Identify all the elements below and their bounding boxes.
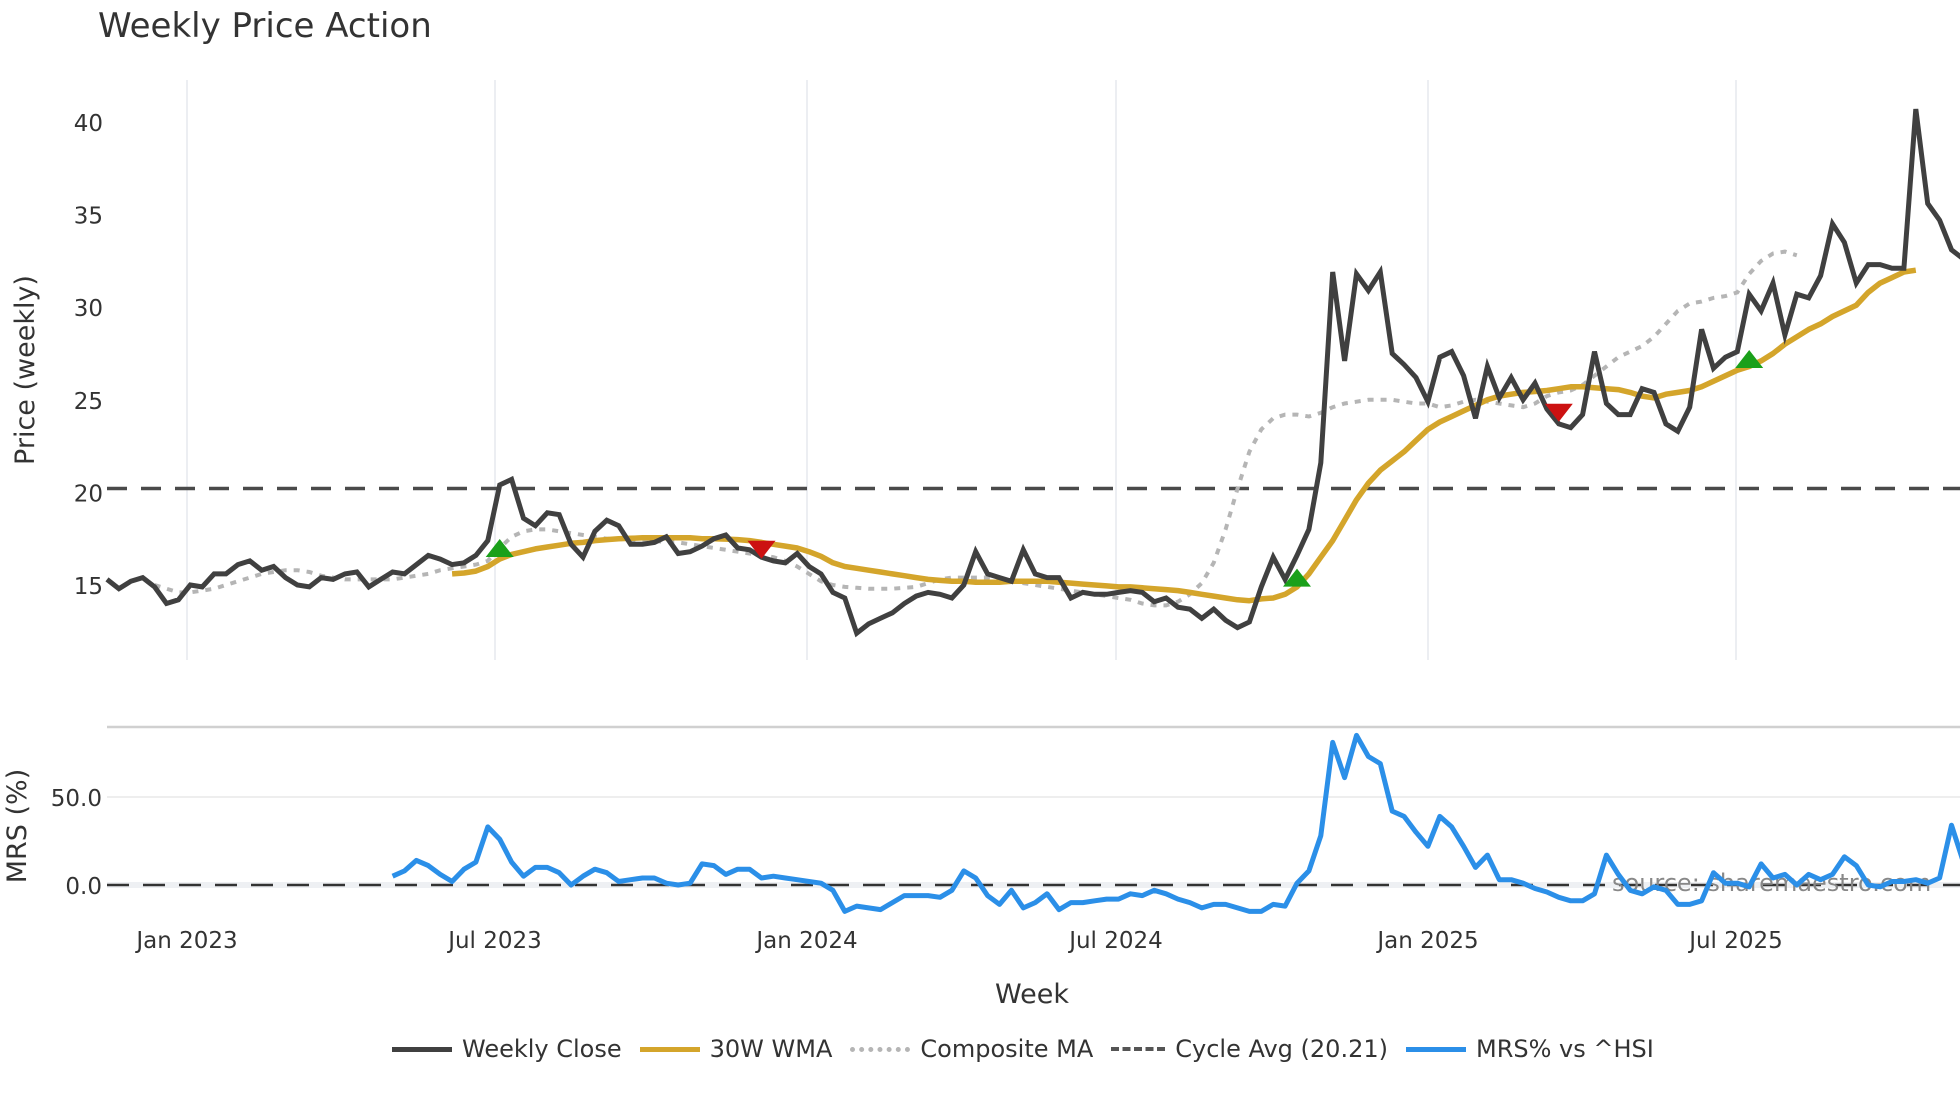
legend-item-mrs[interactable]: MRS% vs ^HSI <box>1405 1035 1654 1063</box>
buy-triangle-icon <box>485 538 514 557</box>
price-y-tick-label: 15 <box>74 574 103 600</box>
sell-triangle-icon <box>747 540 776 559</box>
price-panel: 15 20 25 30 35 40 Price (weekly) <box>10 80 1960 660</box>
x-axis-ticks: Jan 2023 Jul 2023 Jan 2024 Jul 2024 Jan 2025… <box>134 928 1782 954</box>
cycle-avg-swatch-icon <box>1111 1047 1166 1051</box>
legend-label: Weekly Close <box>462 1035 622 1063</box>
composite-ma-swatch-icon <box>850 1046 911 1052</box>
price-y-tick-label: 30 <box>74 296 103 322</box>
legend-item-composite-ma[interactable]: Composite MA <box>850 1035 1093 1063</box>
legend-item-30w-wma[interactable]: 30W WMA <box>639 1035 833 1063</box>
composite-ma-line <box>154 249 1798 608</box>
wma-30w-line <box>451 267 1917 604</box>
x-tick-label: Jul 2023 <box>446 928 542 954</box>
price-y-tick-label: 35 <box>74 204 103 230</box>
mrs-swatch-icon <box>1405 1046 1466 1052</box>
legend-label: Cycle Avg (20.21) <box>1175 1035 1388 1063</box>
x-tick-label: Jul 2024 <box>1067 928 1163 954</box>
x-tick-label: Jan 2023 <box>134 928 237 954</box>
price-y-tick-label: 25 <box>74 389 103 415</box>
x-tick-label: Jan 2024 <box>754 928 857 954</box>
mrs-line <box>391 732 1960 914</box>
mrs-panel: 50.0 0.0 MRS (%) source: sharemaestro.co… <box>2 732 1960 914</box>
buy-triangle-icon <box>1283 568 1311 587</box>
x-tick-label: Jan 2025 <box>1375 928 1478 954</box>
price-y-axis-label: Price (weekly) <box>10 275 41 465</box>
legend-item-weekly-close[interactable]: Weekly Close <box>392 1035 622 1063</box>
price-y-tick-label: 20 <box>74 481 103 507</box>
buy-triangle-icon <box>1735 350 1764 369</box>
legend-label: MRS% vs ^HSI <box>1475 1035 1654 1063</box>
sell-triangle-icon <box>1544 403 1573 422</box>
weekly-close-line <box>105 108 1960 638</box>
wma-swatch-icon <box>639 1046 700 1052</box>
mrs-y-tick-0: 0.0 <box>65 874 102 900</box>
vertical-gridlines <box>186 80 1737 660</box>
weekly-close-swatch-icon <box>392 1046 452 1052</box>
price-y-tick-label: 40 <box>74 111 103 137</box>
price-y-ticks: 15 20 25 30 35 40 <box>74 111 103 600</box>
legend-item-cycle-avg[interactable]: Cycle Avg (20.21) <box>1111 1035 1388 1063</box>
legend: Weekly Close 30W WMA Composite MA Cycle … <box>392 1035 1654 1063</box>
signal-markers <box>485 350 1764 587</box>
x-axis-label: Week <box>995 979 1069 1010</box>
x-tick-label: Jul 2025 <box>1687 928 1783 954</box>
mrs-y-tick-50: 50.0 <box>51 786 102 812</box>
legend-label: 30W WMA <box>709 1035 833 1063</box>
mrs-y-axis-label: MRS (%) <box>2 769 33 884</box>
legend-label: Composite MA <box>920 1035 1094 1063</box>
chart-title: Weekly Price Action <box>98 6 432 46</box>
